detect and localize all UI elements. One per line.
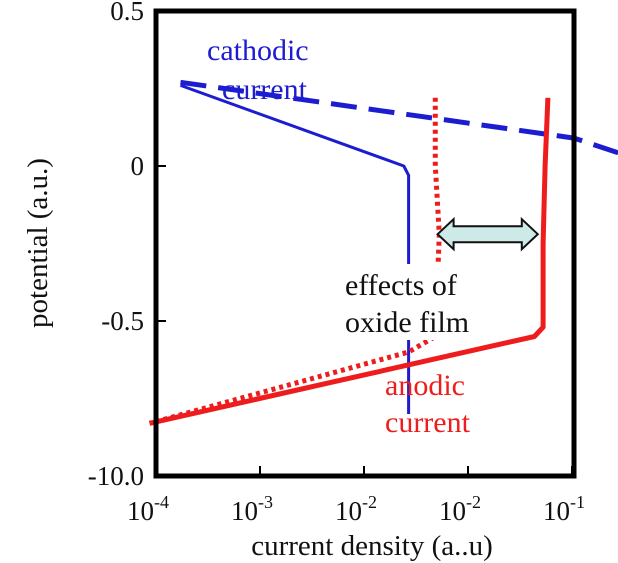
oxide-label-line2: oxide film xyxy=(345,306,469,339)
cathodic-label-line2: current xyxy=(222,73,308,106)
anodic-label-line1: anodic xyxy=(385,369,465,402)
y-tick-label-3: -0.5 xyxy=(101,306,144,336)
y-tick-label-2: 0 xyxy=(131,151,145,181)
x-tick-label-1: 10-4 xyxy=(127,492,169,526)
title-mask xyxy=(232,0,400,42)
y-axis-label: potential (a.u.) xyxy=(22,158,54,328)
x-tick-label-4: 10-2 xyxy=(439,492,481,526)
x-tick-label-3: 10-2 xyxy=(335,492,377,526)
annotation-layer: cathodic current effects of oxide film a… xyxy=(207,0,540,439)
cathodic-label-line1: cathodic xyxy=(207,34,309,67)
oxide-label-box xyxy=(340,264,502,340)
x-axis-label: current density (a..u) xyxy=(251,530,493,562)
oxide-label-line1: effects of xyxy=(345,269,457,302)
oxide-effect-arrow-shape xyxy=(436,216,540,252)
x-tick-label-2: 10-3 xyxy=(231,492,273,526)
ticks-layer: 0.5 0 -0.5 -10.010-4 10-3 10-2 10-2 10-1 xyxy=(88,0,585,526)
anodic-label-line2: current xyxy=(385,406,471,439)
y-tick-label-4: -10.0 xyxy=(88,461,144,491)
x-tick-label-5: 10-1 xyxy=(543,492,585,526)
series-line-4-solid xyxy=(149,97,551,426)
oxide-effect-arrow xyxy=(436,216,540,252)
y-tick-label-1: 0.5 xyxy=(110,0,144,26)
